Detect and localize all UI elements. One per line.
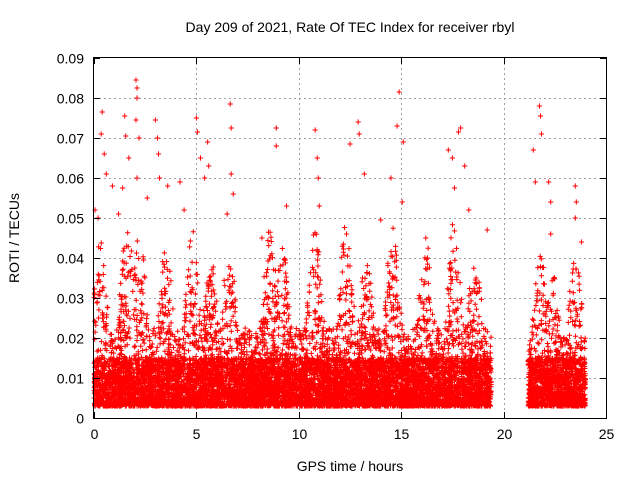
roti-peak-point: [206, 163, 212, 169]
x-tick-label: 5: [193, 426, 201, 442]
roti-peak-point: [451, 185, 458, 191]
roti-peak-point: [445, 147, 451, 153]
roti-peak-point: [356, 131, 362, 137]
y-tick-label: 0.06: [57, 171, 84, 187]
roti-peak-point: [548, 199, 554, 205]
roti-peak-point: [455, 129, 462, 135]
roti-peak-point: [573, 199, 579, 205]
x-tick-label: 15: [394, 426, 410, 442]
roti-peak-point: [378, 217, 384, 223]
roti-peak-point: [197, 155, 204, 161]
roti-peak-point: [536, 103, 543, 109]
roti-peak-point: [578, 239, 585, 245]
roti-peak-point: [201, 175, 208, 181]
roti-peak-point: [466, 207, 472, 213]
plot-frame: [93, 57, 607, 419]
x-axis-label: GPS time / hours: [297, 458, 404, 474]
roti-peak-point: [361, 171, 367, 177]
roti-peak-point: [134, 175, 140, 181]
roti-peak-point: [462, 163, 468, 169]
roti-peak-point: [227, 101, 233, 107]
roti-peak-point: [194, 129, 201, 135]
roti-peak-point: [154, 135, 161, 141]
y-tick-label: 0.09: [57, 51, 84, 67]
roti-peak-point: [484, 227, 490, 233]
roti-peak-point: [156, 175, 163, 181]
roti-peak-point: [530, 147, 536, 153]
x-tick-label: 10: [292, 426, 308, 442]
roti-peak-point: [228, 125, 234, 131]
y-tick-label: 0.03: [57, 291, 84, 307]
roti-peak-point: [283, 203, 290, 209]
roti-peak-point: [537, 113, 544, 119]
y-tick-label: 0: [76, 411, 84, 427]
roti-peak-point: [449, 155, 455, 161]
y-tick-label: 0.08: [57, 91, 84, 107]
roti-peak-point: [388, 175, 394, 181]
roti-peak-point: [123, 133, 129, 139]
axis-ticks: 0 0.01 0.02 0.03 0.04 0.05 0.06 0.07 0.08 0.09 0 5 1…: [57, 51, 615, 443]
roti-peak-point: [115, 211, 122, 217]
roti-peak-point: [205, 139, 211, 145]
roti-peak-point: [109, 183, 116, 189]
roti-peak-point: [548, 231, 554, 237]
roti-peak-point: [355, 119, 361, 125]
roti-peak-point: [572, 183, 578, 189]
data-points: [91, 77, 588, 409]
roti-peak-point: [396, 89, 402, 95]
roti-peak-point: [193, 115, 199, 121]
roti-peak-point: [155, 151, 162, 157]
roti-peak-point: [122, 113, 128, 119]
roti-peak-point: [423, 235, 429, 241]
roti-peak-point: [181, 207, 187, 213]
y-tick-label: 0.01: [57, 371, 84, 387]
x-tick-label: 0: [91, 426, 99, 442]
roti-peak-point: [126, 155, 132, 161]
roti-peak-point: [400, 139, 406, 145]
roti-peak-point: [177, 179, 183, 185]
y-tick-label: 0.07: [57, 131, 84, 147]
roti-peak-point: [120, 185, 126, 191]
roti-peak-point: [259, 235, 265, 241]
roti-peak-point: [228, 171, 234, 177]
roti-peak-point: [347, 141, 353, 147]
roti-peak-point: [98, 131, 104, 137]
roti-peak-point: [134, 95, 140, 101]
roti-peak-point: [144, 195, 150, 201]
y-tick-label: 0.02: [57, 331, 84, 347]
roti-peak-point: [394, 123, 400, 129]
roti-peak-point: [316, 203, 322, 209]
roti-peak-point: [399, 199, 405, 205]
chart-title: Day 209 of 2021, Rate Of TEC Index for r…: [186, 19, 515, 35]
roti-peak-point: [273, 125, 279, 131]
roti-peak-point: [532, 179, 538, 185]
y-axis-label: ROTI / TECUs: [6, 193, 22, 283]
roti-peak-point: [99, 109, 105, 115]
y-tick-label: 0.05: [57, 211, 84, 227]
roti-peak-point: [312, 127, 318, 133]
y-tick-label: 0.04: [57, 251, 84, 267]
roti-peak-point: [224, 211, 230, 217]
roti-peak-point: [230, 191, 236, 197]
roti-peak-point: [165, 183, 171, 189]
roti-peak-point: [134, 85, 140, 91]
roti-peak-point: [101, 151, 107, 157]
roti-peak-point: [315, 175, 321, 181]
roti-peak-point: [572, 215, 578, 221]
roti-peak-point: [103, 171, 109, 177]
roti-peak-point: [152, 117, 159, 123]
x-tick-label: 25: [599, 426, 615, 442]
roti-peak-point: [136, 135, 142, 141]
roti-peak-point: [314, 155, 320, 161]
roti-peak-point: [273, 143, 279, 149]
roti-peak-point: [133, 77, 139, 83]
roti-point-cloud: [91, 222, 588, 409]
roti-peak-point: [133, 117, 139, 123]
roti-peak-point: [457, 125, 464, 131]
x-tick-label: 20: [497, 426, 513, 442]
roti-peak-point: [546, 179, 552, 185]
roti-peak-point: [538, 131, 545, 137]
